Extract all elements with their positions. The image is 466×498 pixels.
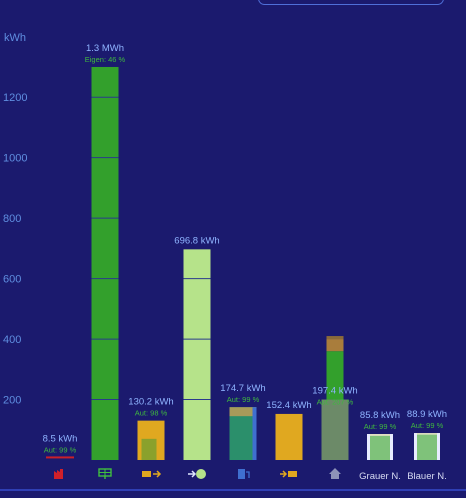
y-tick-label: 800 bbox=[3, 213, 21, 225]
bar-sub-label: Aut: 99 % bbox=[364, 422, 397, 431]
bar-segment bbox=[326, 339, 344, 352]
bar-segment bbox=[414, 433, 417, 460]
bar-sub-label: Aut: 99 % bbox=[227, 395, 260, 404]
bar bbox=[183, 249, 211, 460]
battery-in-icon bbox=[280, 470, 297, 478]
battery-body bbox=[142, 471, 151, 477]
arrow-shape bbox=[280, 470, 288, 478]
bar-segment bbox=[414, 433, 440, 435]
y-tick-label: 400 bbox=[3, 334, 21, 346]
bar-segment bbox=[326, 351, 344, 400]
globe-shape bbox=[196, 469, 206, 479]
solar-panel-icon bbox=[98, 468, 112, 479]
bar-segment bbox=[326, 336, 344, 340]
bar-sub-label: Eigen: 46 % bbox=[85, 55, 126, 64]
bar-segment bbox=[141, 438, 157, 460]
y-unit-label: kWh bbox=[4, 32, 26, 44]
bar-value-label: 174.7 kWh bbox=[220, 383, 265, 394]
bar-value-label: 130.2 kWh bbox=[128, 397, 173, 408]
bar-value-label: 88.9 kWh bbox=[407, 409, 447, 420]
bar-segment bbox=[390, 434, 393, 460]
bar-value-label: 197.4 kWh bbox=[312, 385, 357, 396]
bar-segment bbox=[367, 434, 393, 436]
factory-icon bbox=[54, 469, 63, 479]
battery-out-icon bbox=[142, 470, 162, 478]
bar-segment bbox=[367, 434, 370, 460]
bar bbox=[367, 434, 393, 460]
arrow-shape bbox=[153, 470, 162, 478]
bar-sub-label: Aut: 99 % bbox=[44, 445, 77, 454]
bar-sub-label: Aut: 98 % bbox=[135, 409, 168, 418]
y-tick-label: 600 bbox=[3, 274, 21, 286]
arrow-shape bbox=[188, 470, 197, 478]
factory-shape bbox=[54, 469, 63, 479]
y-tick-label: 1000 bbox=[3, 153, 27, 165]
charger-body bbox=[238, 469, 245, 479]
bar-sub-label: Aut: 99 % bbox=[411, 421, 444, 430]
axis-baseline bbox=[0, 489, 466, 491]
bar bbox=[91, 66, 119, 460]
category-label: Grauer N. bbox=[359, 471, 401, 482]
bar-value-label: 8.5 kWh bbox=[43, 433, 78, 444]
bar-segment bbox=[437, 433, 440, 460]
bar-segment bbox=[229, 407, 257, 417]
grid-export-icon bbox=[188, 469, 206, 479]
ev-charger-icon bbox=[238, 469, 250, 479]
bar-segment bbox=[252, 407, 257, 460]
charger-cable bbox=[246, 471, 250, 478]
battery-body bbox=[288, 471, 297, 477]
bar-value-label: 85.8 kWh bbox=[360, 410, 400, 421]
bar-value-label: 152.4 kWh bbox=[266, 400, 311, 411]
y-axis: 200 400 600 800 1000 1200 bbox=[3, 92, 27, 406]
y-tick-label: 200 bbox=[3, 395, 21, 407]
bar-value-label: 696.8 kWh bbox=[174, 235, 219, 246]
category-axis: Grauer N. Blauer N. bbox=[54, 468, 447, 482]
bar bbox=[275, 413, 303, 460]
house-icon bbox=[329, 468, 341, 479]
y-tick-label: 1200 bbox=[3, 92, 27, 104]
bar bbox=[414, 433, 440, 460]
bar-sub-label: Aut: 207 % bbox=[317, 397, 354, 406]
bar bbox=[46, 456, 74, 459]
bars bbox=[46, 66, 440, 460]
bar bbox=[321, 399, 349, 460]
house-shape bbox=[329, 468, 341, 479]
bar-value-label: 1.3 MWh bbox=[86, 43, 124, 54]
category-label: Blauer N. bbox=[407, 471, 447, 482]
